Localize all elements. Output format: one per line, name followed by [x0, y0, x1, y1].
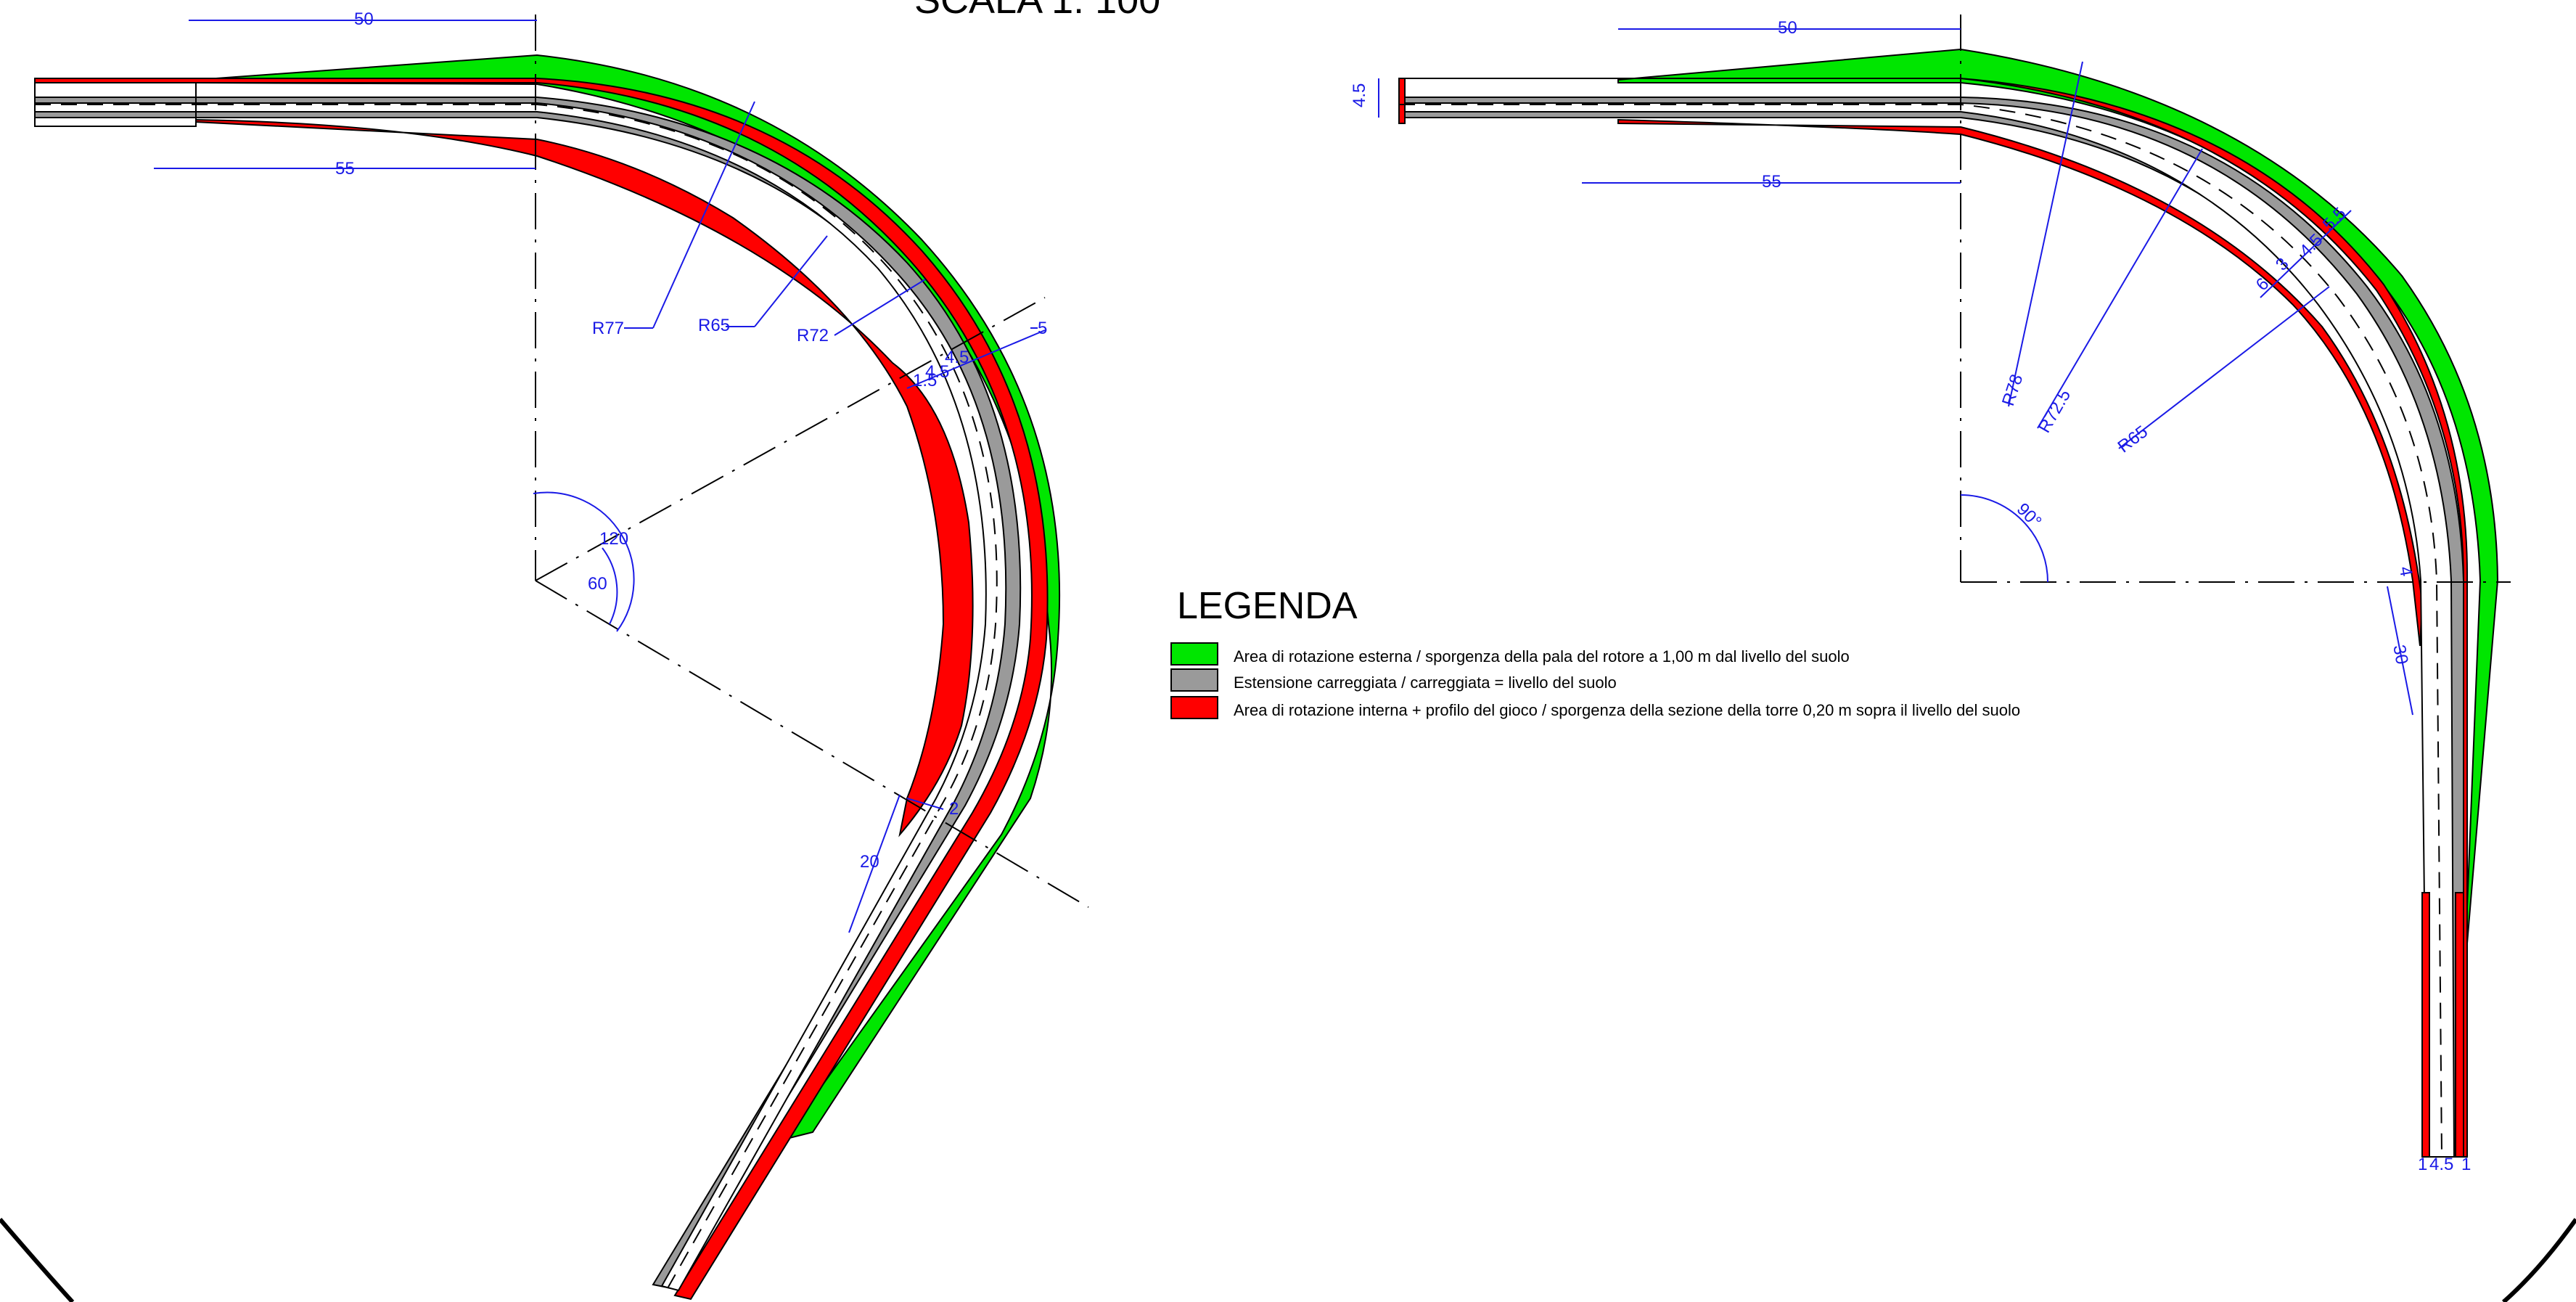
right-radius-mid: R72.5 [2035, 386, 2075, 436]
left-end-width-2: 2 [949, 799, 959, 819]
legend-label-road: Estensione carreggiata / carreggiata = l… [1234, 673, 1617, 692]
right-dim-bottom-length: 55 [1762, 172, 1781, 192]
left-carriageway [34, 102, 1007, 1292]
right-curve-drawing: 50 55 4.5 R78 R72.5 R65 90° 5.5 4.5 3 6 … [1350, 15, 2511, 1174]
right-end-length-30: 30 [2389, 644, 2411, 666]
right-angle-90: 90° [2013, 499, 2046, 532]
right-carriageway [1398, 102, 2456, 1158]
frame-arc-right [2502, 1218, 2576, 1302]
left-centerline [35, 104, 998, 1289]
left-width-15: 1.5 [913, 371, 937, 390]
left-outer-rotation-area [195, 54, 1061, 1141]
legend: LEGENDA Area di rotazione esterna / spor… [1170, 585, 2020, 719]
legend-swatch-outer [1170, 642, 1218, 666]
left-dim-bottom-length: 55 [335, 159, 355, 179]
left-radius-outer: R77 [592, 319, 624, 338]
legend-swatch-inner [1170, 696, 1218, 719]
left-angle-60: 60 [588, 574, 607, 594]
legend-title: LEGENDA [1177, 585, 1358, 627]
left-outer-edge [34, 78, 1049, 1301]
right-dim-top-length: 50 [1778, 18, 1797, 38]
scale-title: SCALA 1: 100 [914, 0, 1160, 22]
left-curve-drawing: 50 55 R77 R65 R72 5 4.5 4.5 1.5 120 60 2… [34, 9, 1089, 1301]
right-end-width-4: 4 [2395, 565, 2416, 578]
legend-label-inner: Area di rotazione interna + profilo del … [1234, 701, 2020, 719]
left-width-45a: 4.5 [945, 348, 969, 367]
right-outer-edge [1399, 78, 2469, 1158]
frame-arc-left [0, 1218, 75, 1302]
left-inner-rotation-area [195, 118, 974, 838]
left-road-extension [34, 97, 1022, 1290]
right-centerline [1399, 104, 2442, 1158]
left-radius-inner: R65 [698, 316, 730, 335]
legend-swatch-road [1170, 668, 1218, 692]
left-width-45b: 4.5 [925, 362, 949, 382]
left-end-length-20: 20 [860, 852, 879, 872]
left-dim-top-length: 50 [354, 9, 374, 29]
left-width-5: 5 [1038, 319, 1047, 338]
right-bottom-right-offset: 1 [2461, 1155, 2471, 1174]
right-inner-rotation-area [1617, 118, 2424, 647]
legend-label-outer: Area di rotazione esterna / sporgenza de… [1234, 647, 1850, 666]
right-bottom-width: 4.5 [2429, 1155, 2453, 1174]
right-radius-outer: R78 [1998, 372, 2027, 408]
right-bottom-left-offset: 1 [2418, 1155, 2427, 1174]
left-angle-120: 120 [599, 529, 628, 549]
left-radius-mid: R72 [797, 326, 829, 345]
right-dim-left-width: 4.5 [1350, 83, 1369, 107]
